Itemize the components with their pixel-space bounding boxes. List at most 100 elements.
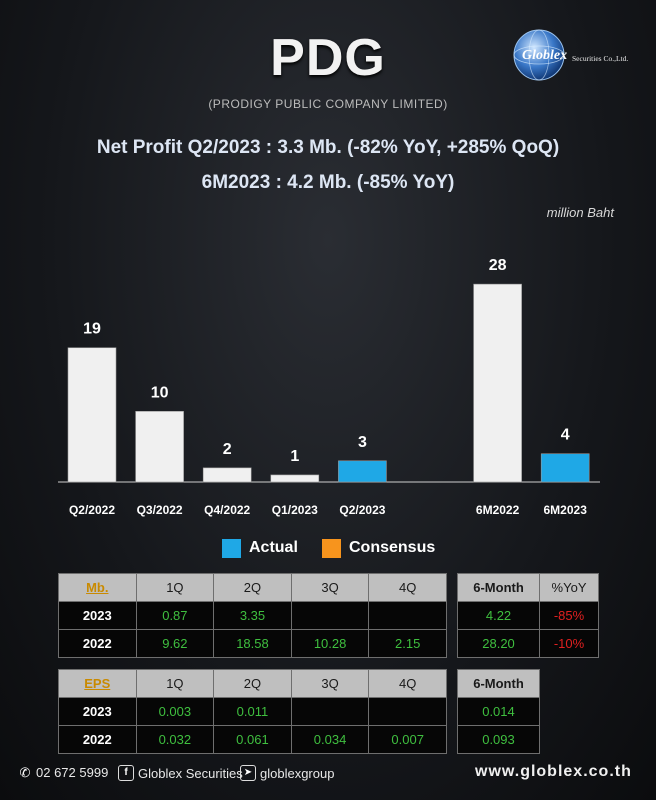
eps-header-cell: 4Q (368, 669, 447, 698)
bar-value-label: 19 (83, 321, 101, 338)
legend-actual-swatch (222, 538, 241, 558)
mb-side-table: 6-Month %YoY 4.22 -85% 28.20 -10% (456, 573, 599, 658)
ticker-title: PDG (270, 29, 386, 87)
value-cell (290, 697, 370, 726)
unit-label: million Baht (546, 205, 614, 220)
value-cell: 3.35 (213, 601, 292, 630)
legend-consensus-swatch (322, 538, 341, 558)
globlex-logo: Globlex Securities Co.,Ltd. (513, 29, 628, 81)
bar (67, 347, 117, 483)
legend-actual-label: Actual (249, 539, 298, 556)
bar-value-label: 3 (358, 434, 367, 451)
svg-text:Globlex: Globlex (522, 48, 567, 63)
legend-consensus: Consensus (322, 538, 435, 558)
table-row: 2023 0.87 3.35 (58, 601, 447, 630)
mb-header-cell: 3Q (290, 573, 370, 602)
value-cell (368, 601, 447, 630)
side-header-cell: %YoY (539, 573, 599, 602)
svg-text:Securities Co.,Ltd.: Securities Co.,Ltd. (572, 54, 628, 63)
yoy-cell: -10% (539, 629, 599, 658)
value-cell: 2.15 (368, 629, 447, 658)
legend-actual: Actual (222, 538, 298, 558)
table-row: 2023 0.003 0.011 (58, 697, 447, 726)
value-cell: 0.014 (457, 697, 540, 726)
headline-net-profit: Net Profit Q2/2023 : 3.3 Mb. (-82% YoY, … (96, 137, 560, 158)
bar-chart: 19 Q2/2022 10 Q3/2022 2 Q4/2022 1 Q1/2023 3 Q2/20… (58, 257, 600, 517)
eps-header-cell: 1Q (135, 669, 215, 698)
bar-value-label: 4 (561, 427, 570, 444)
yoy-cell: -85% (539, 601, 599, 630)
footer-phone[interactable]: ✆ 02 672 5999 (18, 764, 109, 780)
value-cell: 10.28 (290, 629, 370, 658)
facebook-icon: f (118, 765, 134, 781)
category-label: 6M2022 (476, 503, 520, 517)
value-cell (290, 601, 370, 630)
value-cell: 18.58 (213, 629, 292, 658)
footer-facebook[interactable]: f Globlex Securities (118, 765, 243, 781)
website-link[interactable]: www.globlex.co.th (475, 763, 632, 780)
value-cell (368, 697, 447, 726)
eps-table-header: EPS 1Q 2Q 3Q 4Q (58, 669, 447, 698)
value-cell: 0.011 (213, 697, 292, 726)
side-header-cell: 6-Month (457, 669, 540, 698)
category-label: Q3/2022 (137, 503, 183, 517)
bar-value-label: 28 (489, 257, 507, 274)
value-cell: 4.22 (456, 601, 541, 630)
value-cell: 28.20 (456, 629, 541, 658)
headline-6m: 6M2023 : 4.2 Mb. (-85% YoY) (201, 172, 455, 193)
value-cell: 0.093 (457, 725, 540, 754)
bar-value-label: 1 (290, 448, 299, 465)
eps-side-table: 6-Month 0.014 0.093 (457, 669, 540, 754)
bar (270, 474, 320, 483)
eps-table: EPS 1Q 2Q 3Q 4Q 2023 0.003 0.011 2022 0.… (58, 669, 447, 754)
category-label: Q1/2023 (272, 503, 318, 517)
year-cell: 2022 (58, 725, 137, 754)
year-cell: 2023 (58, 601, 137, 630)
legend-consensus-label: Consensus (349, 539, 436, 556)
category-label: Q4/2022 (204, 503, 250, 517)
category-label: Q2/2023 (339, 503, 385, 517)
footer-telegram[interactable]: ➤ globlexgroup (240, 765, 334, 781)
telegram-icon: ➤ (240, 765, 256, 781)
mb-side-header: 6-Month %YoY (456, 573, 599, 602)
table-row: 28.20 -10% (456, 629, 599, 658)
phone-icon: ✆ (19, 764, 31, 780)
bar (540, 453, 590, 483)
bar-value-label: 10 (151, 384, 169, 401)
company-name: (PRODIGY PUBLIC COMPANY LIMITED) (208, 97, 448, 111)
table-row: 0.093 (457, 725, 540, 754)
mb-table-header: Mb. 1Q 2Q 3Q 4Q (58, 573, 447, 602)
category-label: Q2/2022 (69, 503, 115, 517)
year-cell: 2023 (58, 697, 137, 726)
mb-header-cell: Mb. (58, 573, 137, 602)
value-cell: 0.034 (290, 725, 370, 754)
footer-facebook-text: Globlex Securities (138, 765, 243, 781)
value-cell: 0.87 (135, 601, 215, 630)
mb-header-cell: 4Q (368, 573, 447, 602)
mb-table: Mb. 1Q 2Q 3Q 4Q 2023 0.87 3.35 2022 9.62… (58, 573, 447, 658)
year-cell: 2022 (58, 629, 137, 658)
footer-phone-text: 02 672 5999 (36, 765, 109, 780)
table-row: 2022 9.62 18.58 10.28 2.15 (58, 629, 447, 658)
mb-header-cell: 2Q (213, 573, 292, 602)
eps-side-header: 6-Month (457, 669, 540, 698)
value-cell: 0.003 (135, 697, 215, 726)
value-cell: 9.62 (135, 629, 215, 658)
footer-telegram-text: globlexgroup (260, 765, 335, 781)
table-row: 0.014 (457, 697, 540, 726)
table-row: 2022 0.032 0.061 0.034 0.007 (58, 725, 447, 754)
side-header-cell: 6-Month (456, 573, 541, 602)
eps-header-cell: EPS (58, 669, 137, 698)
value-cell: 0.007 (368, 725, 447, 754)
mb-header-cell: 1Q (135, 573, 215, 602)
bar (135, 411, 184, 483)
value-cell: 0.061 (213, 725, 292, 754)
table-row: 4.22 -85% (456, 601, 599, 630)
bar (473, 283, 522, 483)
value-cell: 0.032 (135, 725, 215, 754)
category-label: 6M2023 (544, 503, 588, 517)
bar (338, 460, 387, 483)
bar (202, 467, 252, 483)
bar-value-label: 2 (223, 441, 232, 458)
eps-header-cell: 3Q (290, 669, 370, 698)
